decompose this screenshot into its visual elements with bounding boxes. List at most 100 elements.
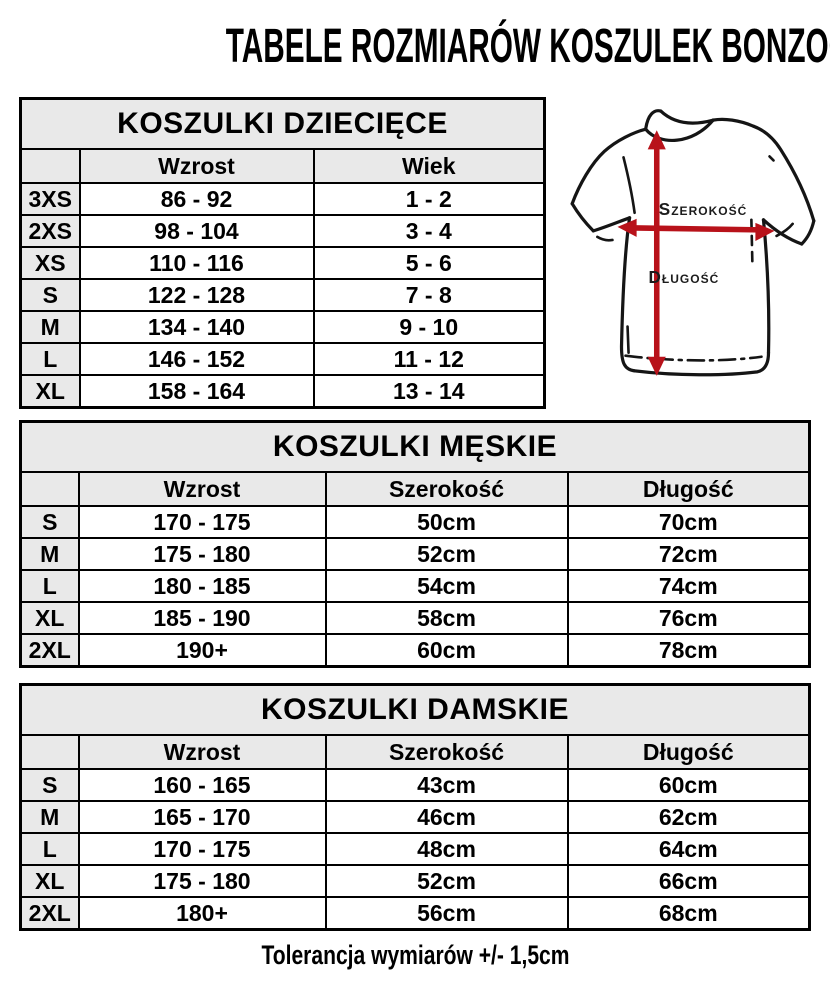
value-cell: 110 - 116 xyxy=(78,246,315,280)
tolerance-note: Tolerancja wymiarów +/- 1,5cm xyxy=(0,940,830,971)
value-cell: 72cm xyxy=(566,537,811,571)
size-cell: L xyxy=(19,569,80,603)
value-cell: 76cm xyxy=(566,601,811,635)
children-table-title: KOSZULKI DZIECIĘCE xyxy=(19,97,546,150)
column-header-szerokosc: Szerokość xyxy=(324,734,569,770)
value-cell: 74cm xyxy=(566,569,811,603)
value-cell: 5 - 6 xyxy=(312,246,546,280)
length-arrow xyxy=(647,130,666,376)
size-cell: 2XS xyxy=(19,214,81,248)
value-cell: 46cm xyxy=(324,800,569,834)
table-row: M 175 - 180 52cm 72cm xyxy=(19,537,811,571)
table-row: M 165 - 170 46cm 62cm xyxy=(19,800,811,834)
children-size-table: KOSZULKI DZIECIĘCE Wzrost Wiek 3XS 86 - … xyxy=(19,97,546,409)
value-cell: 180+ xyxy=(77,896,327,931)
value-cell: 98 - 104 xyxy=(78,214,315,248)
table-title-row: KOSZULKI DZIECIĘCE xyxy=(19,97,546,150)
page-title-text: TABELE ROZMIARÓW KOSZULEK BONZOOBOX.PL xyxy=(225,20,830,73)
value-cell: 7 - 8 xyxy=(312,278,546,312)
size-cell: XL xyxy=(19,864,80,898)
table-row: 2XL 180+ 56cm 68cm xyxy=(19,896,811,931)
value-cell: 78cm xyxy=(566,633,811,668)
value-cell: 180 - 185 xyxy=(77,569,327,603)
value-cell: 52cm xyxy=(324,864,569,898)
value-cell: 170 - 175 xyxy=(77,505,327,539)
table-row: M 134 - 140 9 - 10 xyxy=(19,310,546,344)
value-cell: 52cm xyxy=(324,537,569,571)
value-cell: 48cm xyxy=(324,832,569,866)
size-cell: S xyxy=(19,505,80,539)
table-row: XL 158 - 164 13 - 14 xyxy=(19,374,546,409)
size-cell: 3XS xyxy=(19,182,81,216)
column-header-szerokosc: Szerokość xyxy=(324,471,569,507)
tshirt-outline xyxy=(570,109,816,377)
tolerance-note-text: Tolerancja wymiarów +/- 1,5cm xyxy=(260,940,570,970)
table-row: S 122 - 128 7 - 8 xyxy=(19,278,546,312)
size-cell: XL xyxy=(19,374,81,409)
value-cell: 68cm xyxy=(566,896,811,931)
table-row: 2XL 190+ 60cm 78cm xyxy=(19,633,811,668)
width-arrow xyxy=(617,218,775,241)
tshirt-diagram: Szerokość Długość xyxy=(561,99,827,395)
men-table-title: KOSZULKI MĘSKIE xyxy=(19,420,811,473)
length-label: Długość xyxy=(649,268,720,287)
table-header-row: Wzrost Wiek xyxy=(19,148,546,184)
value-cell: 146 - 152 xyxy=(78,342,315,376)
table-row: S 160 - 165 43cm 60cm xyxy=(19,768,811,802)
size-cell: M xyxy=(19,800,80,834)
value-cell: 9 - 10 xyxy=(312,310,546,344)
table-row: XL 175 - 180 52cm 66cm xyxy=(19,864,811,898)
width-label: Szerokość xyxy=(659,200,747,219)
table-row: 3XS 86 - 92 1 - 2 xyxy=(19,182,546,216)
tshirt-illustration: Szerokość Długość xyxy=(570,109,816,377)
corner-cell xyxy=(19,471,80,507)
table-title-row: KOSZULKI DAMSKIE xyxy=(19,683,811,736)
table-row: 2XS 98 - 104 3 - 4 xyxy=(19,214,546,248)
table-row: XS 110 - 116 5 - 6 xyxy=(19,246,546,280)
value-cell: 185 - 190 xyxy=(77,601,327,635)
value-cell: 64cm xyxy=(566,832,811,866)
size-cell: L xyxy=(19,342,81,376)
value-cell: 160 - 165 xyxy=(77,768,327,802)
column-header-dlugosc: Długość xyxy=(566,734,811,770)
size-cell: XL xyxy=(19,601,80,635)
value-cell: 170 - 175 xyxy=(77,832,327,866)
value-cell: 43cm xyxy=(324,768,569,802)
size-cell: S xyxy=(19,278,81,312)
value-cell: 58cm xyxy=(324,601,569,635)
column-header-wzrost: Wzrost xyxy=(77,471,327,507)
table-row: L 180 - 185 54cm 74cm xyxy=(19,569,811,603)
table-header-row: Wzrost Szerokość Długość xyxy=(19,471,811,507)
value-cell: 122 - 128 xyxy=(78,278,315,312)
size-cell: S xyxy=(19,768,80,802)
table-row: XL 185 - 190 58cm 76cm xyxy=(19,601,811,635)
page-title: TABELE ROZMIARÓW KOSZULEK BONZOOBOX.PL xyxy=(0,22,830,72)
value-cell: 11 - 12 xyxy=(312,342,546,376)
value-cell: 86 - 92 xyxy=(78,182,315,216)
women-table-title: KOSZULKI DAMSKIE xyxy=(19,683,811,736)
value-cell: 3 - 4 xyxy=(312,214,546,248)
size-cell: M xyxy=(19,310,81,344)
value-cell: 165 - 170 xyxy=(77,800,327,834)
value-cell: 1 - 2 xyxy=(312,182,546,216)
size-cell: M xyxy=(19,537,80,571)
corner-cell xyxy=(19,734,80,770)
men-size-table: KOSZULKI MĘSKIE Wzrost Szerokość Długość… xyxy=(19,420,811,668)
value-cell: 13 - 14 xyxy=(312,374,546,409)
table-title-row: KOSZULKI MĘSKIE xyxy=(19,420,811,473)
value-cell: 60cm xyxy=(324,633,569,668)
value-cell: 70cm xyxy=(566,505,811,539)
column-header-wiek: Wiek xyxy=(312,148,546,184)
column-header-wzrost: Wzrost xyxy=(78,148,315,184)
value-cell: 175 - 180 xyxy=(77,864,327,898)
value-cell: 158 - 164 xyxy=(78,374,315,409)
table-header-row: Wzrost Szerokość Długość xyxy=(19,734,811,770)
women-size-table: KOSZULKI DAMSKIE Wzrost Szerokość Długoś… xyxy=(19,683,811,931)
value-cell: 190+ xyxy=(77,633,327,668)
size-cell: 2XL xyxy=(19,633,80,668)
size-cell: L xyxy=(19,832,80,866)
value-cell: 175 - 180 xyxy=(77,537,327,571)
value-cell: 50cm xyxy=(324,505,569,539)
corner-cell xyxy=(19,148,81,184)
